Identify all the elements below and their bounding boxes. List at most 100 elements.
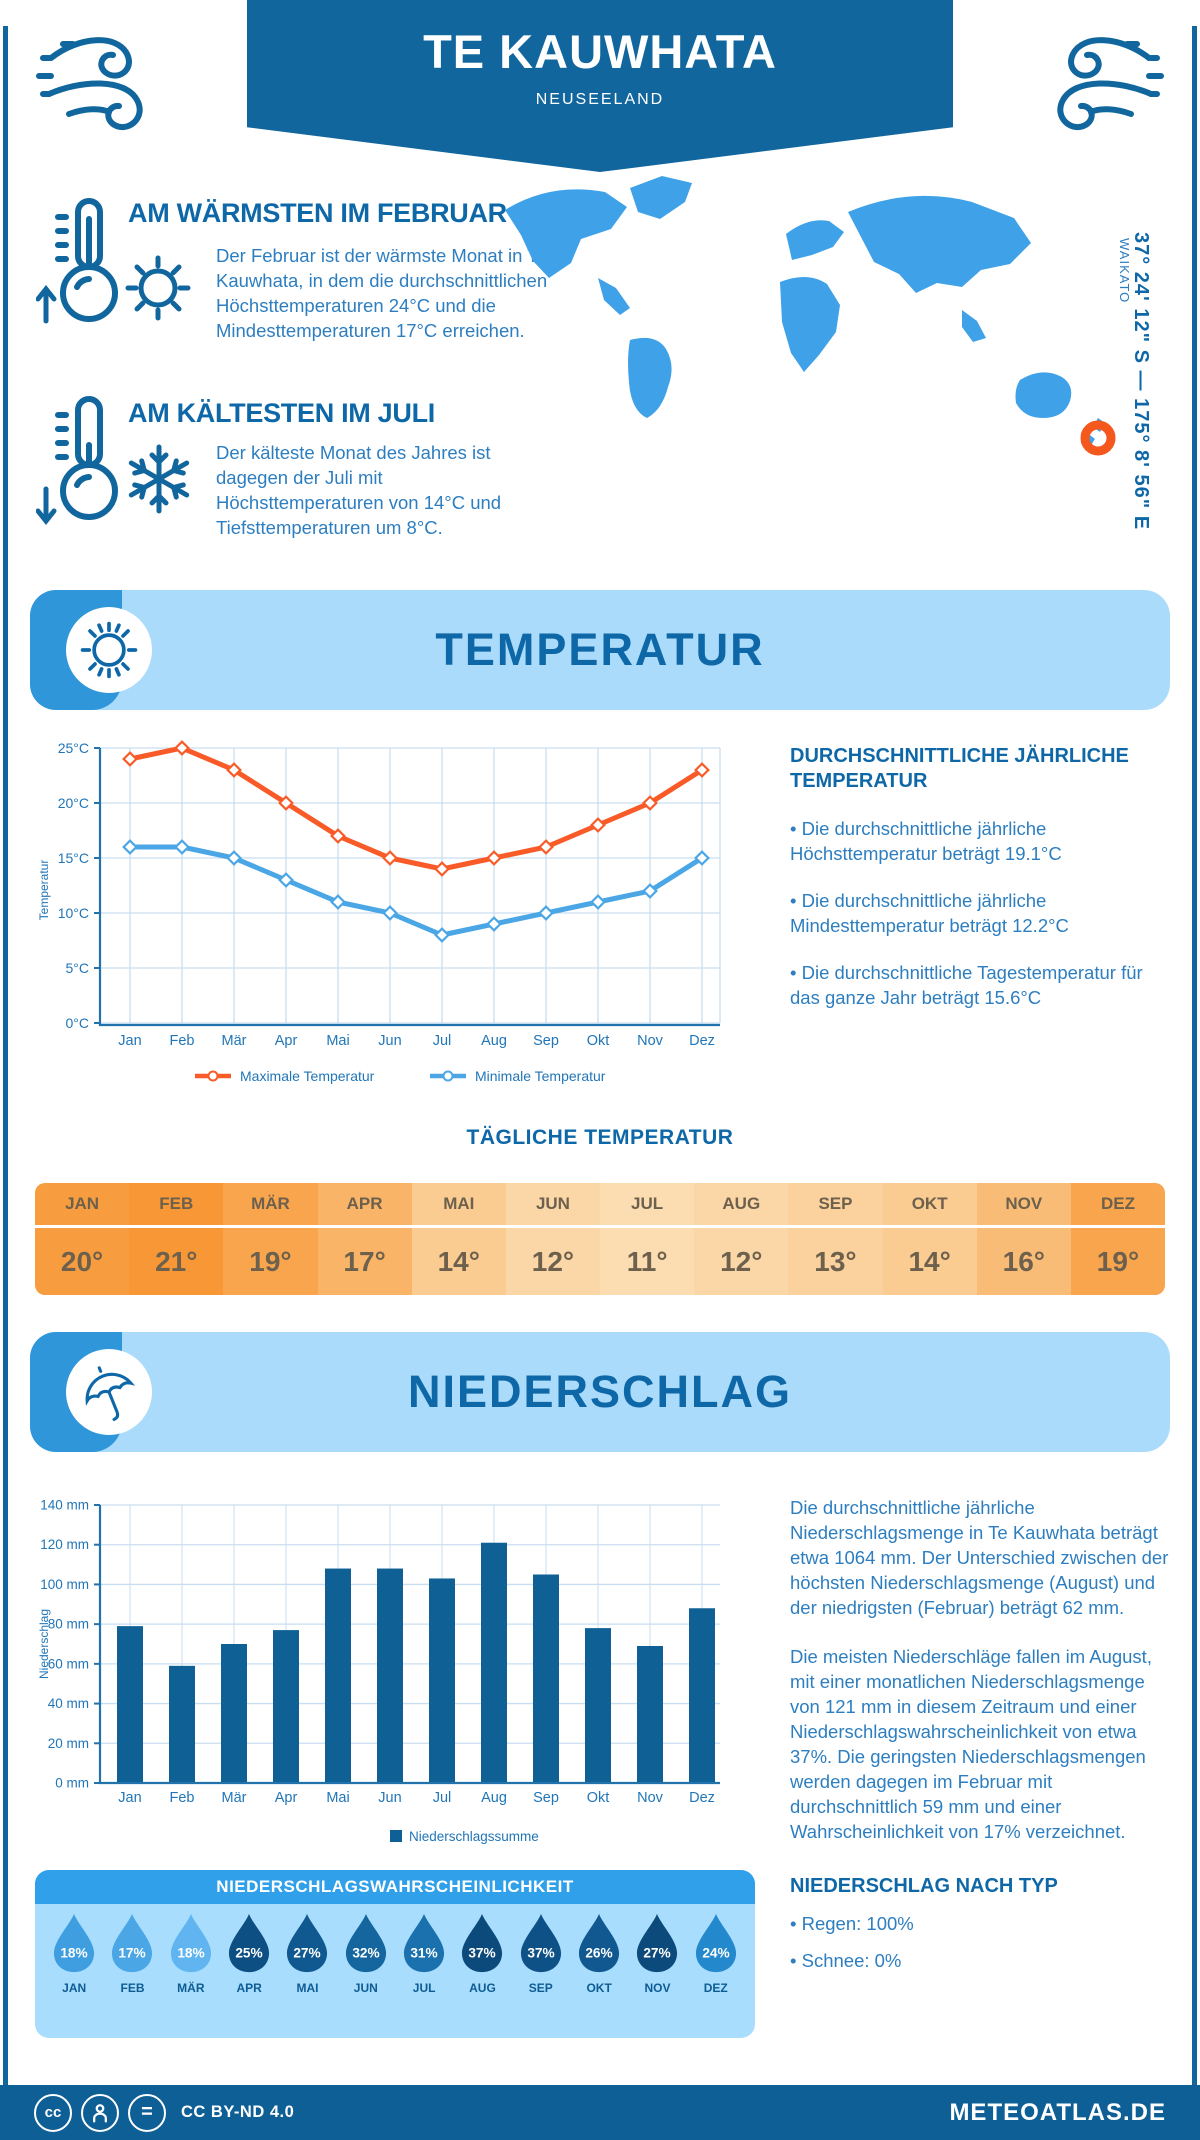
probability-month-label: DEZ xyxy=(703,1981,728,1995)
thermometer-down-icon xyxy=(36,396,118,525)
sun-icon xyxy=(125,255,191,321)
precipitation-bar xyxy=(533,1574,559,1783)
daily-table-column: FEB 21° xyxy=(129,1183,224,1295)
probability-month-label: JUN xyxy=(353,1981,378,1995)
month-label: Feb xyxy=(170,1790,195,1806)
svg-text:17%: 17% xyxy=(119,1946,146,1961)
svg-text:25%: 25% xyxy=(235,1946,262,1961)
data-point-marker xyxy=(278,872,294,888)
daily-month-header: JUL xyxy=(600,1183,695,1225)
month-label: Jun xyxy=(378,1033,401,1049)
y-axis-title: Niederschlag xyxy=(37,1609,51,1679)
raindrop-icon: 32% xyxy=(345,1913,386,1973)
daily-month-header: JUN xyxy=(505,1183,601,1225)
raindrop-icon: 25% xyxy=(229,1913,270,1973)
precipitation-bar xyxy=(273,1630,299,1783)
month-label: Mai xyxy=(326,1790,349,1806)
daily-temperature-value: 17° xyxy=(317,1228,412,1295)
probability-drop: 17% FEB xyxy=(103,1912,161,1995)
temperature-line-chart: 0°C 5°C 10°C 15°C 20°C 25°C Jan Feb Mär Apr Mai Jun… xyxy=(37,740,721,1084)
y-tick-label: 10°C xyxy=(58,905,89,921)
daily-month-header: APR xyxy=(317,1183,412,1225)
data-point-marker xyxy=(694,762,710,778)
coordinates-text: 37° 24' 12" S — 175° 8' 56" E xyxy=(1130,232,1152,531)
daily-temperature-value: 21° xyxy=(129,1228,224,1295)
y-tick-label: 0 mm xyxy=(55,1776,89,1791)
coldest-text: Der kälteste Monat des Jahres ist dagege… xyxy=(216,442,502,538)
precipitation-bar xyxy=(221,1644,247,1783)
y-tick-label: 140 mm xyxy=(40,1498,89,1513)
daily-table-column: SEP 13° xyxy=(788,1183,883,1295)
data-point-marker xyxy=(642,883,658,899)
map-coordinates: 37° 24' 12" S — 175° 8' 56" E WAIKATO xyxy=(1117,232,1152,532)
probability-month-label: APR xyxy=(236,1981,262,1995)
precipitation-bar xyxy=(429,1578,455,1783)
precipitation-type-title: NIEDERSCHLAG NACH TYP xyxy=(790,1875,1058,1897)
daily-temperature-value: 13° xyxy=(788,1228,883,1295)
daily-month-header: FEB xyxy=(129,1183,224,1225)
precipitation-type-bullets: • Regen: 100% • Schnee: 0% xyxy=(790,1911,1170,1973)
banner-umbrella-badge xyxy=(66,1349,152,1435)
line-series xyxy=(130,844,704,938)
probability-drop: 37% SEP xyxy=(512,1912,570,1995)
probability-drop: 25% APR xyxy=(220,1912,278,1995)
y-tick-label: 20°C xyxy=(58,795,89,811)
data-point-marker xyxy=(642,795,658,811)
legend-label: Minimale Temperatur xyxy=(475,1068,606,1084)
probability-month-label: MAI xyxy=(296,1981,319,1995)
snowflake-icon xyxy=(128,444,190,514)
svg-text:18%: 18% xyxy=(177,1946,204,1961)
precipitation-paragraph: Die durchschnittliche jährliche Niedersc… xyxy=(790,1497,1169,1618)
month-label: Apr xyxy=(275,1790,298,1806)
temperature-section-title: TEMPERATUR xyxy=(435,624,765,675)
probability-drop: 26% OKT xyxy=(570,1912,628,1995)
data-point-marker xyxy=(382,905,398,921)
daily-temperature-value: 12° xyxy=(505,1228,601,1295)
cc-icon: cc xyxy=(34,2093,72,2132)
probability-month-label: AUG xyxy=(469,1981,496,1995)
annual-bullet: • Die durchschnittliche jährliche Höchst… xyxy=(790,818,1062,864)
daily-temperature-value: 19° xyxy=(1070,1228,1165,1295)
month-label: Dez xyxy=(689,1033,715,1049)
month-label: Mai xyxy=(326,1033,349,1049)
probability-month-label: JAN xyxy=(62,1981,87,1995)
y-tick-label: 15°C xyxy=(58,850,89,866)
y-tick-label: 80 mm xyxy=(48,1617,89,1632)
world-map xyxy=(505,176,1116,456)
raindrop-icon: 17% xyxy=(112,1913,153,1973)
page-border-right xyxy=(1192,26,1197,2140)
precipitation-section-title: NIEDERSCHLAG xyxy=(407,1366,793,1417)
line-series xyxy=(129,745,704,872)
location-marker xyxy=(1080,420,1116,456)
site-name: METEOATLAS.DE xyxy=(949,2098,1166,2126)
daily-temperature-value: 14° xyxy=(411,1228,506,1295)
probability-month-label: JUL xyxy=(412,1981,436,1995)
data-point-marker xyxy=(434,927,450,943)
data-point-marker xyxy=(538,839,554,855)
precipitation-bar-chart: 0 mm 20 mm 40 mm 60 mm 80 mm 100 mm 120 mm 140 … xyxy=(37,1498,720,1844)
daily-month-header: AUG xyxy=(694,1183,789,1225)
daily-month-header: JAN xyxy=(35,1183,130,1225)
precipitation-bar xyxy=(585,1628,611,1783)
svg-text:31%: 31% xyxy=(410,1946,437,1961)
data-point-marker xyxy=(434,861,450,877)
warmest-title: AM WÄRMSTEN IM FEBRUAR xyxy=(128,198,507,228)
annual-bullet: • Die durchschnittliche Tagestemperatur … xyxy=(790,962,1143,1008)
temperature-section-banner: TEMPERATUR xyxy=(30,590,1170,710)
probability-drop: 32% JUN xyxy=(337,1912,395,1995)
probability-drop: 27% NOV xyxy=(628,1912,686,1995)
wind-icon xyxy=(36,37,143,130)
precipitation-paragraph: Die meisten Niederschläge fallen im Augu… xyxy=(790,1646,1152,1842)
precipitation-bar xyxy=(377,1568,403,1783)
data-point-marker xyxy=(226,850,242,866)
month-label: Nov xyxy=(637,1790,664,1806)
month-label: Mär xyxy=(222,1033,247,1049)
data-point-marker xyxy=(382,850,398,866)
y-tick-label: 20 mm xyxy=(48,1736,89,1751)
month-label: Okt xyxy=(587,1790,610,1806)
probability-drop: 31% JUL xyxy=(395,1912,453,1995)
raindrop-icon: 27% xyxy=(637,1913,678,1973)
probability-month-label: NOV xyxy=(644,1981,671,1995)
raindrop-icon: 27% xyxy=(287,1913,328,1973)
attribution-person-icon xyxy=(81,2093,119,2132)
